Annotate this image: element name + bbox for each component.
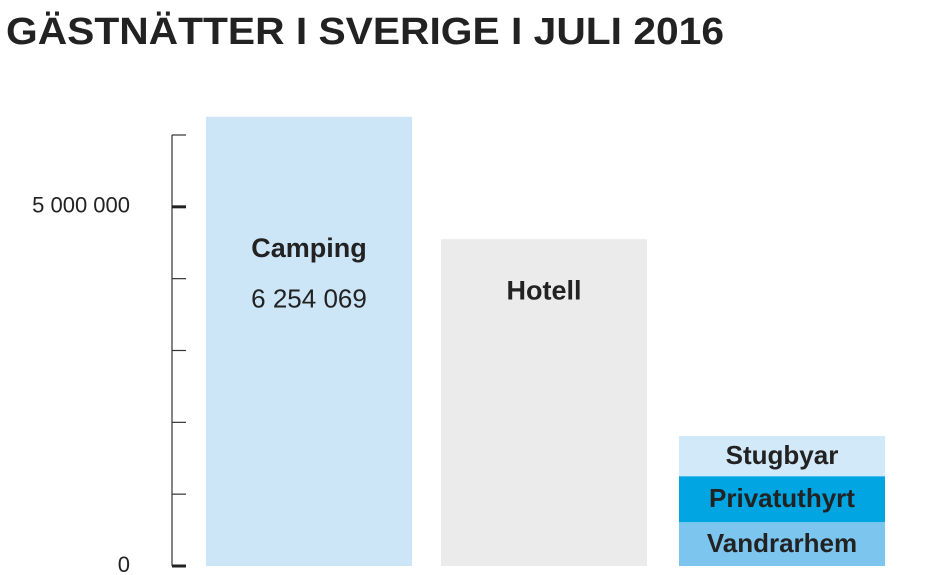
- segment-label: Vandrarhem: [707, 528, 857, 558]
- segment-label: Privatuthyrt: [709, 483, 855, 513]
- bar-segment: [679, 435, 885, 477]
- bar-label: Camping: [251, 233, 367, 263]
- segment-label: Stugbyar: [726, 440, 839, 470]
- bar: [206, 116, 412, 566]
- chart-title: GÄSTNÄTTER I SVERIGE I JULI 2016: [6, 10, 724, 53]
- bar-label: Hotell: [506, 275, 581, 305]
- bar-segment: [679, 476, 885, 523]
- value-label: 6 254 069: [251, 284, 367, 314]
- bar-segment: [679, 522, 885, 566]
- y-tick-label: 0: [118, 552, 130, 575]
- bar: [441, 239, 647, 567]
- y-tick-label: 5 000 000: [32, 193, 130, 218]
